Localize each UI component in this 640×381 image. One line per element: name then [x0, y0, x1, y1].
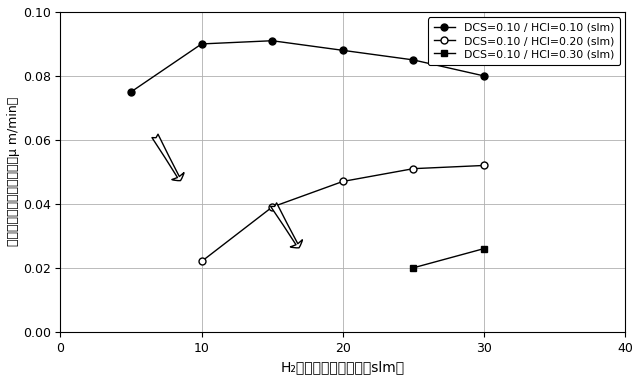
DCS=0.10 / HCl=0.20 (slm)	[339, 179, 347, 184]
X-axis label: H₂キャリアガス流量（slm）: H₂キャリアガス流量（slm）	[281, 360, 405, 374]
DCS=0.10 / HCl=0.10 (slm)	[127, 90, 135, 94]
Line: DCS=0.10 / HCl=0.20 (slm): DCS=0.10 / HCl=0.20 (slm)	[198, 162, 488, 265]
DCS=0.10 / HCl=0.20 (slm)	[480, 163, 488, 168]
DCS=0.10 / HCl=0.10 (slm)	[198, 42, 205, 46]
DCS=0.10 / HCl=0.10 (slm)	[339, 48, 347, 53]
DCS=0.10 / HCl=0.20 (slm)	[268, 205, 276, 209]
Legend: DCS=0.10 / HCl=0.10 (slm), DCS=0.10 / HCl=0.20 (slm), DCS=0.10 / HCl=0.30 (slm): DCS=0.10 / HCl=0.10 (slm), DCS=0.10 / HC…	[428, 18, 620, 65]
DCS=0.10 / HCl=0.30 (slm)	[480, 247, 488, 251]
Line: DCS=0.10 / HCl=0.30 (slm): DCS=0.10 / HCl=0.30 (slm)	[410, 245, 488, 271]
DCS=0.10 / HCl=0.10 (slm)	[410, 58, 417, 62]
Y-axis label: エピタキシャル成長速度（μ m/min）: エピタキシャル成長速度（μ m/min）	[7, 97, 20, 247]
DCS=0.10 / HCl=0.20 (slm)	[410, 166, 417, 171]
DCS=0.10 / HCl=0.10 (slm)	[480, 74, 488, 78]
DCS=0.10 / HCl=0.30 (slm)	[410, 266, 417, 270]
DCS=0.10 / HCl=0.10 (slm)	[268, 38, 276, 43]
DCS=0.10 / HCl=0.20 (slm)	[198, 259, 205, 264]
Line: DCS=0.10 / HCl=0.10 (slm): DCS=0.10 / HCl=0.10 (slm)	[127, 37, 488, 95]
